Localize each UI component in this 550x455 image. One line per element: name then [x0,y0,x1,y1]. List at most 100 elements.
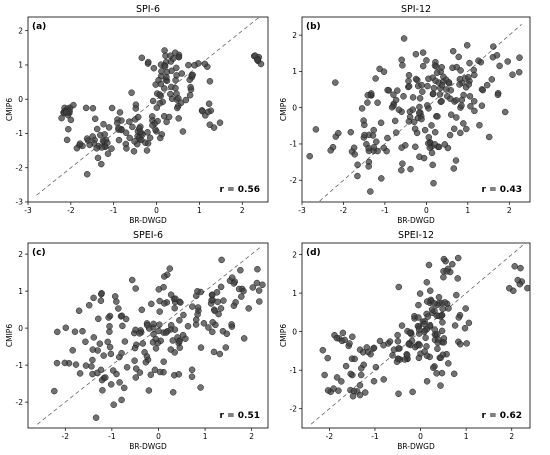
scatter-point [376,337,384,345]
scatter-point [194,304,202,311]
scatter-point [218,256,225,264]
x-axis-label: BR-DWGD [129,442,167,451]
scatter-point [460,120,467,127]
scatter-point [106,343,114,351]
scatter-point [69,347,76,354]
scatter-point [416,103,423,111]
scatter-point [348,148,356,155]
scatter-point [380,376,387,383]
panel-label: (c) [32,248,46,258]
scatter-point [75,307,83,315]
scatter-point [162,329,170,336]
scatter-point [516,54,523,61]
scatter-point [217,305,225,312]
scatter-point [255,287,263,294]
scatter-point [142,359,150,366]
scatter-point [118,349,125,357]
x-axis-label: BR-DWGD [397,216,435,225]
scatter-point [129,123,136,131]
x-tick-label: -1 [381,206,389,215]
x-tick-label: 2 [507,206,512,215]
x-tick-label: -1 [110,206,118,215]
scatter-point [451,322,459,329]
scatter-point [441,141,449,148]
scatter-point [128,276,136,284]
scatter-point [449,260,456,268]
scatter-point [398,322,406,329]
scatter-point [524,284,530,292]
scatter-point [238,293,245,300]
scatter-point [392,129,400,136]
scatter-point [138,136,145,144]
correlation-label: r = 0.56 [220,185,260,195]
scatter-point [175,371,183,378]
scatter-point [434,113,441,120]
scatter-point [416,341,423,349]
scatter-point [150,64,158,72]
scatter-point [97,297,105,304]
x-tick-label: 1 [464,432,469,441]
scatter-point [443,268,450,275]
x-tick-label: -2 [326,432,334,441]
scatter-point [179,128,187,135]
scatter-point [457,129,464,137]
scatter-point [453,114,460,121]
plot-frame [301,242,531,429]
scatter-point [176,344,184,351]
scatter-point [424,102,431,109]
scatter-point [130,148,138,155]
scatter-point [217,283,225,291]
scatter-point [358,105,366,112]
scatter-point [82,338,89,346]
scatter-point [367,188,374,195]
scatter-point [161,85,168,92]
y-tick-label: -1 [290,366,298,375]
scatter-point [483,81,491,89]
y-tick-label: 1 [292,67,297,76]
scatter-point [465,319,473,327]
scatter-point [189,303,196,310]
scatter-point [384,86,391,94]
scatter-point [439,319,446,326]
scatter-point [169,389,177,396]
scatter-point [100,120,107,128]
scatter-point [418,115,425,123]
y-axis-label: CMIP6 [279,98,288,121]
scatter-point [107,381,115,388]
scatter-point [182,96,190,104]
scatter-point [96,340,104,347]
scatter-point [67,116,75,124]
scatter-point [390,91,397,98]
scatter-points [51,256,266,421]
scatter-point [424,313,432,320]
scatter-point [445,360,452,367]
scatter-point [436,91,444,98]
scatter-point [228,321,235,328]
scatter-point [364,99,371,106]
scatter-point [405,341,412,348]
scatter-point [475,57,482,64]
scatter-point [161,63,169,70]
scatter-point [201,60,209,68]
scatter-point [204,108,212,116]
scatter-point [145,387,153,394]
scatter-point [452,97,460,104]
scatter-point [428,122,435,129]
scatter-point [93,125,101,133]
panel-title: SPEI-6 [133,230,163,241]
scatter-point [428,306,436,313]
scatter-point [514,276,522,284]
scatter-point [494,91,502,99]
scatter-point [132,326,139,334]
scatter-point [364,92,372,99]
scatter-point [167,346,175,353]
scatter-point [440,273,447,281]
scatter-point [466,59,473,67]
scatter-point [443,86,450,93]
scatter-point [149,97,157,105]
scatter-point [400,93,407,100]
scatter-point [425,75,432,83]
scatter-point [504,58,511,65]
scatter-point [156,91,163,98]
scatter-point [259,281,266,289]
